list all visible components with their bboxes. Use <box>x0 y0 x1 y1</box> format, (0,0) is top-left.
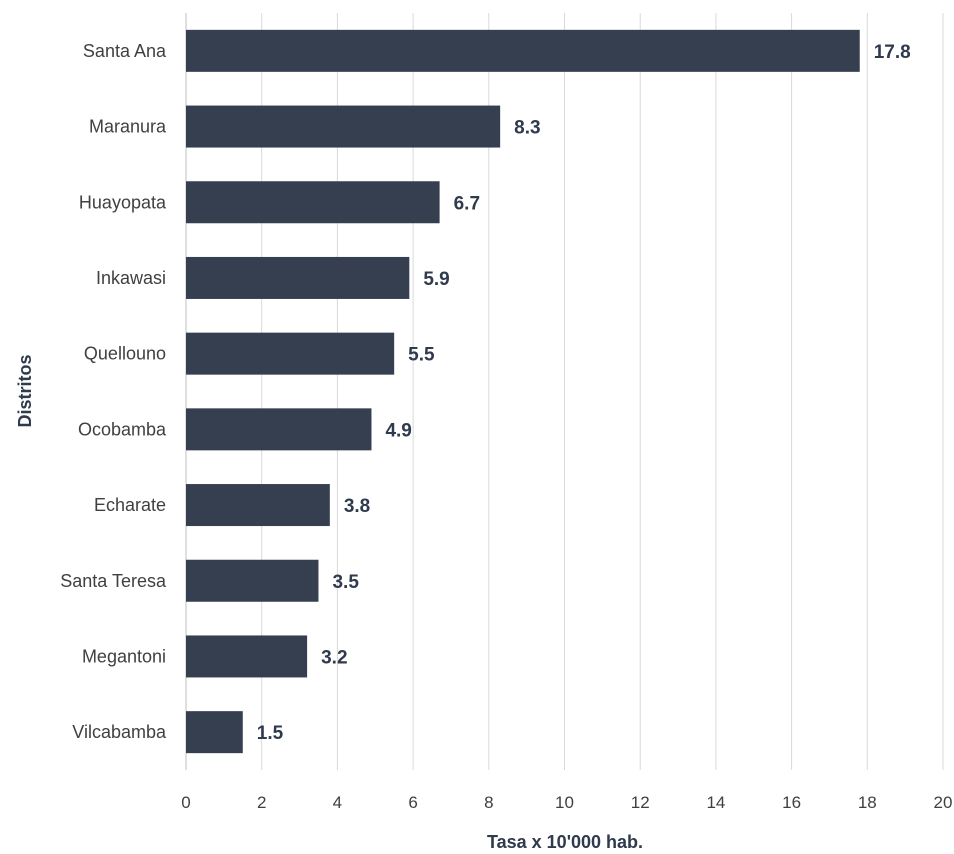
x-tick-label: 12 <box>631 793 650 812</box>
data-labels: 17.8 8.3 6.7 5.9 5.5 4.9 3.8 3.5 3.2 1.5 <box>257 42 911 744</box>
category-label: Megantoni <box>82 646 166 666</box>
data-label: 5.9 <box>423 269 449 290</box>
bars <box>186 29 860 754</box>
data-label: 3.2 <box>321 647 347 668</box>
x-tick-label: 0 <box>181 793 190 812</box>
data-label: 8.3 <box>514 118 540 139</box>
category-labels: Santa Ana Maranura Huayopata Inkawasi Quello… <box>60 41 167 742</box>
x-tick-labels: 0 2 4 6 8 10 12 14 16 18 20 <box>181 793 952 812</box>
category-label: Vilcabamba <box>72 722 167 742</box>
y-axis-title: Distritos <box>15 354 35 427</box>
category-label: Ocobamba <box>78 419 167 439</box>
data-label: 3.5 <box>332 572 359 593</box>
data-label: 5.5 <box>408 345 435 366</box>
category-label: Maranura <box>89 117 167 137</box>
data-label: 4.9 <box>385 420 411 441</box>
category-label: Echarate <box>94 495 166 515</box>
bar <box>186 408 372 451</box>
bar <box>186 559 319 602</box>
bar <box>186 635 308 678</box>
x-tick-label: 10 <box>555 793 574 812</box>
category-label: Quellouno <box>84 344 166 364</box>
bar <box>186 711 243 754</box>
x-tick-label: 16 <box>782 793 801 812</box>
bar <box>186 181 440 224</box>
bar <box>186 105 501 148</box>
category-label: Inkawasi <box>96 268 166 288</box>
bar <box>186 29 860 72</box>
x-axis-title: Tasa x 10'000 hab. <box>487 832 643 852</box>
data-label: 1.5 <box>257 723 284 744</box>
category-label: Huayopata <box>79 192 167 212</box>
x-tick-label: 6 <box>408 793 417 812</box>
x-tick-label: 18 <box>858 793 877 812</box>
data-label: 6.7 <box>454 193 480 214</box>
category-label: Santa Teresa <box>60 571 167 591</box>
bar <box>186 332 395 375</box>
x-tick-label: 2 <box>257 793 266 812</box>
data-label: 3.8 <box>344 496 370 517</box>
x-tick-label: 4 <box>333 793 342 812</box>
category-label: Santa Ana <box>83 41 167 61</box>
x-tick-label: 20 <box>934 793 953 812</box>
bar <box>186 484 330 527</box>
x-tick-label: 14 <box>706 793 725 812</box>
bar <box>186 256 410 299</box>
data-label: 17.8 <box>874 42 911 63</box>
x-tick-label: 8 <box>484 793 493 812</box>
